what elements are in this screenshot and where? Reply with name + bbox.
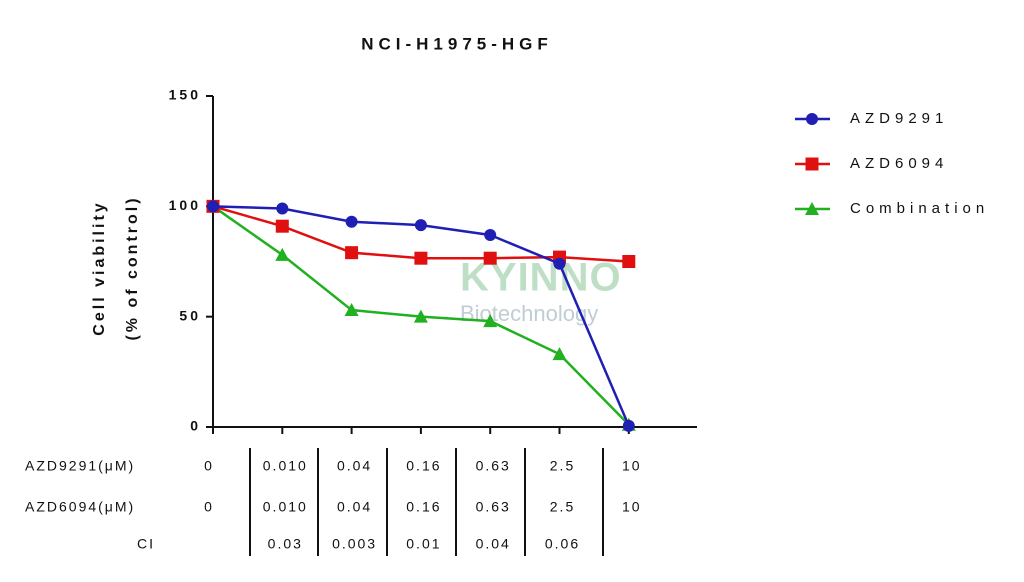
point [344, 303, 359, 317]
table-cell: 0.01 [406, 536, 441, 552]
table-cell: 0.04 [337, 458, 372, 474]
y-axis-label-line: (% of control) [124, 195, 141, 340]
point [345, 215, 358, 228]
point [275, 219, 289, 233]
table-cell: 0 [204, 499, 214, 515]
series [207, 200, 635, 432]
legend-marker [805, 157, 819, 171]
table-cell: 2.5 [550, 499, 575, 515]
table-cell: 0.04 [476, 536, 511, 552]
point [413, 309, 428, 323]
y-tick-label: 150 [169, 87, 201, 103]
table-cell: 0.03 [268, 536, 303, 552]
table-dividers [249, 448, 604, 556]
point [345, 246, 359, 260]
table-cell: 0.63 [476, 458, 511, 474]
table-cell: 0 [204, 458, 214, 474]
legend-marker [805, 202, 819, 215]
table-row-label: CI [137, 536, 155, 552]
y-axis-label: Cell viability (% of control) [91, 195, 141, 340]
y-tick-label: 100 [169, 197, 201, 213]
point [276, 202, 289, 215]
chart-title: NCI-H1975-HGF [361, 34, 553, 53]
legend-label: Combination [850, 200, 989, 217]
table-cell: 10 [622, 458, 642, 474]
table-cell: 10 [622, 499, 642, 515]
point [484, 229, 497, 242]
point [483, 314, 498, 328]
point [622, 419, 635, 432]
y-tick-label: 50 [179, 307, 201, 323]
point [414, 251, 428, 265]
table-cell: 0.04 [337, 499, 372, 515]
point [207, 200, 219, 213]
y-tick-label: 0 [190, 418, 201, 434]
table-row-label: AZD6094(μM) [25, 499, 135, 515]
point [275, 247, 290, 261]
table-cell: 0.16 [406, 458, 441, 474]
table-cell: 0.16 [406, 499, 441, 515]
table-row-label: AZD9291(μM) [25, 458, 135, 474]
table-cell: 0.003 [332, 536, 377, 552]
point [414, 219, 427, 232]
y-axis-label-line: Cell viability [91, 200, 108, 335]
legend-marker [806, 113, 818, 125]
point [483, 251, 497, 265]
point [552, 347, 567, 361]
point [553, 257, 566, 270]
table-cell: 0.63 [476, 499, 511, 515]
legend-label: AZD9291 [850, 110, 948, 127]
table-cell: 2.5 [550, 458, 575, 474]
series [206, 199, 636, 268]
table-cell: 0.010 [263, 458, 308, 474]
table-cell: 0.010 [263, 499, 308, 515]
watermark: KYINNO Biotechnology [460, 256, 621, 326]
table-cell: 0.06 [545, 536, 580, 552]
legend-label: AZD6094 [850, 155, 948, 172]
point [622, 255, 636, 268]
